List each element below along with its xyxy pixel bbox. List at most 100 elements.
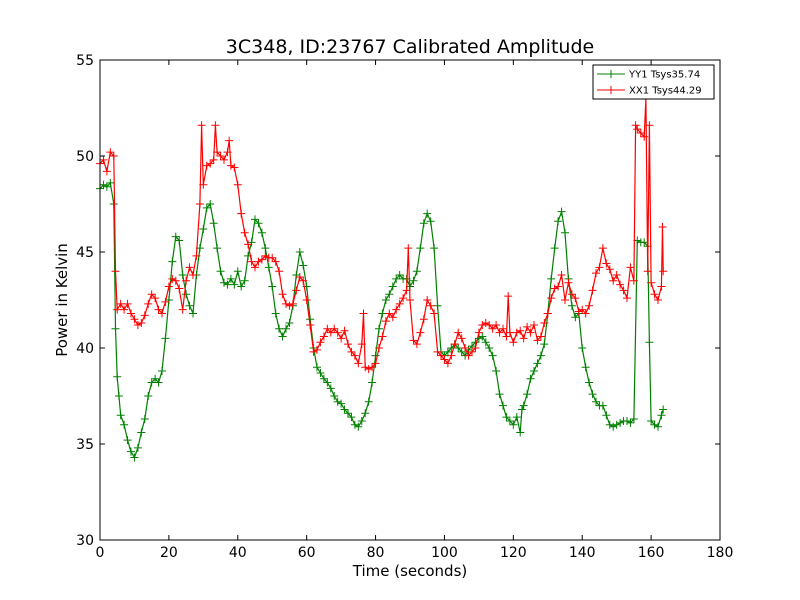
data-point	[654, 422, 662, 431]
data-point	[657, 282, 666, 291]
series-0	[96, 178, 668, 462]
data-point	[536, 332, 545, 341]
data-point	[485, 320, 494, 329]
data-point	[557, 271, 566, 280]
data-point	[392, 305, 401, 314]
x-tick-label: 160	[638, 545, 665, 561]
legend-marker-xx1	[607, 86, 615, 94]
data-point	[151, 374, 160, 383]
data-point	[658, 223, 667, 232]
data-point	[554, 217, 563, 226]
data-point	[461, 344, 470, 352]
x-tick-label: 60	[298, 545, 316, 561]
data-point	[120, 305, 129, 314]
data-point	[443, 347, 452, 356]
data-point	[99, 180, 108, 189]
data-point	[612, 271, 621, 280]
data-point	[271, 257, 280, 266]
data-point	[371, 359, 380, 368]
data-point	[371, 351, 380, 360]
data-point	[313, 363, 321, 372]
data-point	[114, 392, 123, 400]
data-point	[361, 363, 370, 372]
data-point	[154, 378, 163, 387]
data-point	[554, 282, 563, 291]
data-point	[302, 296, 311, 304]
data-point	[357, 416, 366, 425]
data-point	[385, 290, 394, 299]
data-point	[175, 236, 184, 245]
data-point	[116, 411, 125, 420]
data-point	[237, 209, 246, 218]
data-point	[282, 324, 290, 333]
data-point	[616, 280, 625, 289]
data-point	[202, 161, 211, 170]
data-point	[602, 411, 611, 420]
data-point	[337, 334, 346, 343]
data-point	[306, 320, 315, 329]
data-point	[154, 305, 163, 314]
data-point	[564, 278, 573, 287]
data-point	[567, 290, 576, 299]
data-point	[113, 372, 122, 381]
x-axis: 0 20 40 60 80 100 120 140 160 180	[96, 60, 733, 561]
x-tick-label: 140	[569, 545, 596, 561]
data-point	[333, 397, 342, 406]
data-point	[216, 267, 225, 276]
y-tick-label: 30	[76, 533, 94, 549]
data-point	[295, 248, 304, 256]
data-point	[598, 401, 607, 410]
data-point	[226, 161, 235, 170]
data-point	[282, 299, 290, 308]
data-point	[540, 319, 549, 328]
data-point	[340, 326, 349, 335]
data-point	[251, 215, 259, 224]
legend-label-xx1: XX1 Tsys44.29	[629, 86, 702, 97]
data-point	[299, 261, 308, 270]
data-point	[457, 334, 466, 343]
data-point	[226, 274, 235, 283]
data-point	[426, 301, 435, 310]
data-point	[530, 367, 538, 376]
data-point	[230, 280, 239, 289]
data-point	[478, 320, 487, 329]
data-point	[375, 344, 383, 352]
data-point	[313, 345, 321, 354]
y-tick-label: 55	[76, 53, 94, 69]
data-point	[285, 319, 294, 328]
data-point	[430, 309, 439, 318]
data-point	[140, 311, 149, 320]
data-point	[492, 367, 501, 376]
data-point	[402, 286, 411, 295]
data-point	[631, 121, 640, 130]
data-point	[130, 315, 139, 324]
legend: YY1 Tsys35.74 XX1 Tsys44.29	[592, 64, 715, 100]
y-tick-label: 50	[76, 149, 94, 165]
data-point	[257, 228, 266, 237]
data-point	[111, 324, 120, 333]
data-point	[359, 309, 368, 318]
data-point	[609, 276, 618, 285]
data-point	[495, 328, 504, 337]
data-point	[571, 313, 580, 322]
data-point	[481, 319, 490, 328]
data-point	[209, 219, 218, 228]
x-tick-label: 0	[96, 545, 105, 561]
data-point	[182, 290, 191, 299]
data-point	[519, 334, 528, 343]
data-point	[323, 324, 332, 333]
data-point	[502, 413, 511, 422]
data-point	[650, 420, 659, 429]
x-tick-label: 20	[160, 545, 178, 561]
x-axis-label: Time (seconds)	[352, 562, 468, 580]
data-point	[354, 359, 363, 368]
y-tick-label: 40	[76, 341, 94, 357]
data-point	[419, 315, 428, 324]
data-point	[268, 253, 277, 262]
data-point	[504, 292, 513, 301]
data-point	[659, 405, 668, 414]
data-point	[178, 271, 187, 280]
data-point	[171, 232, 180, 241]
data-point	[199, 224, 208, 233]
data-point	[251, 263, 259, 272]
